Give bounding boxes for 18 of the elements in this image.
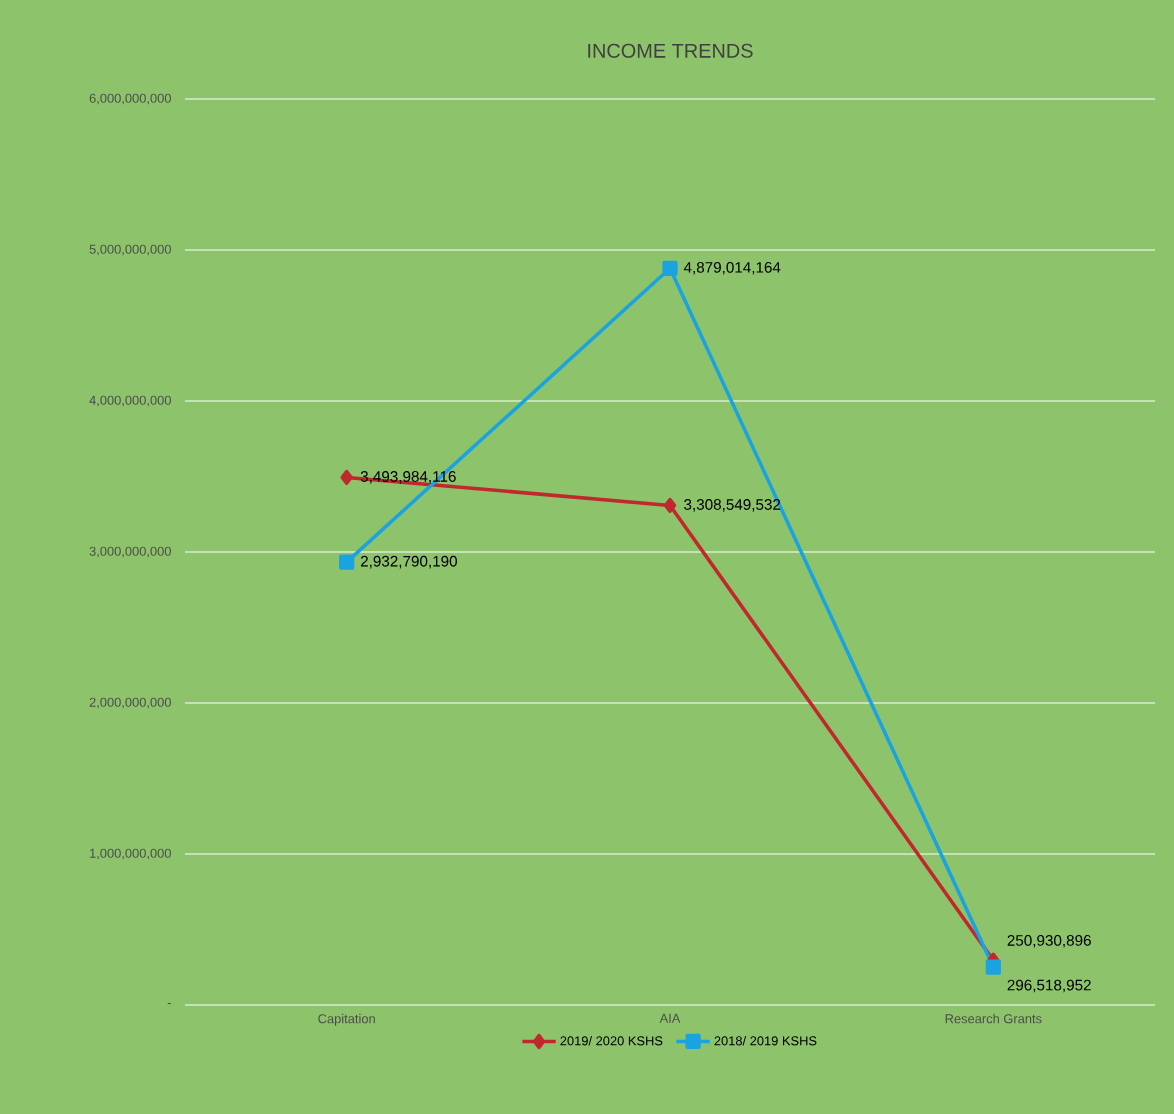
y-tick-label: 2,000,000,000 (89, 697, 171, 709)
y-tick-label: 6,000,000,000 (89, 93, 171, 105)
data-label: 250,930,896 (1007, 935, 1091, 948)
y-tick-label: - (167, 1003, 171, 1005)
x-tick-label: Capitation (318, 1013, 375, 1026)
legend-label: 2019/ 2020 KSHS (560, 1035, 663, 1046)
data-label: 296,518,952 (1007, 979, 1091, 993)
data-label: 3,308,549,532 (684, 499, 781, 512)
chart-title: INCOME TRENDS (588, 43, 753, 58)
data-label: 4,879,014,164 (683, 261, 781, 275)
data-label: 2,932,790,190 (360, 555, 457, 569)
y-tick-label: 5,000,000,000 (89, 244, 171, 256)
legend-label: 2018/ 2019 KSHS (714, 1035, 817, 1046)
y-tick-label: 1,000,000,000 (90, 848, 171, 860)
y-tick-label: 4,000,000,000 (89, 395, 171, 407)
x-tick-label: AIA (659, 1013, 681, 1023)
y-tick-label: 3,000,000,000 (89, 546, 171, 558)
x-tick-label: Research Grants (945, 1013, 1042, 1024)
